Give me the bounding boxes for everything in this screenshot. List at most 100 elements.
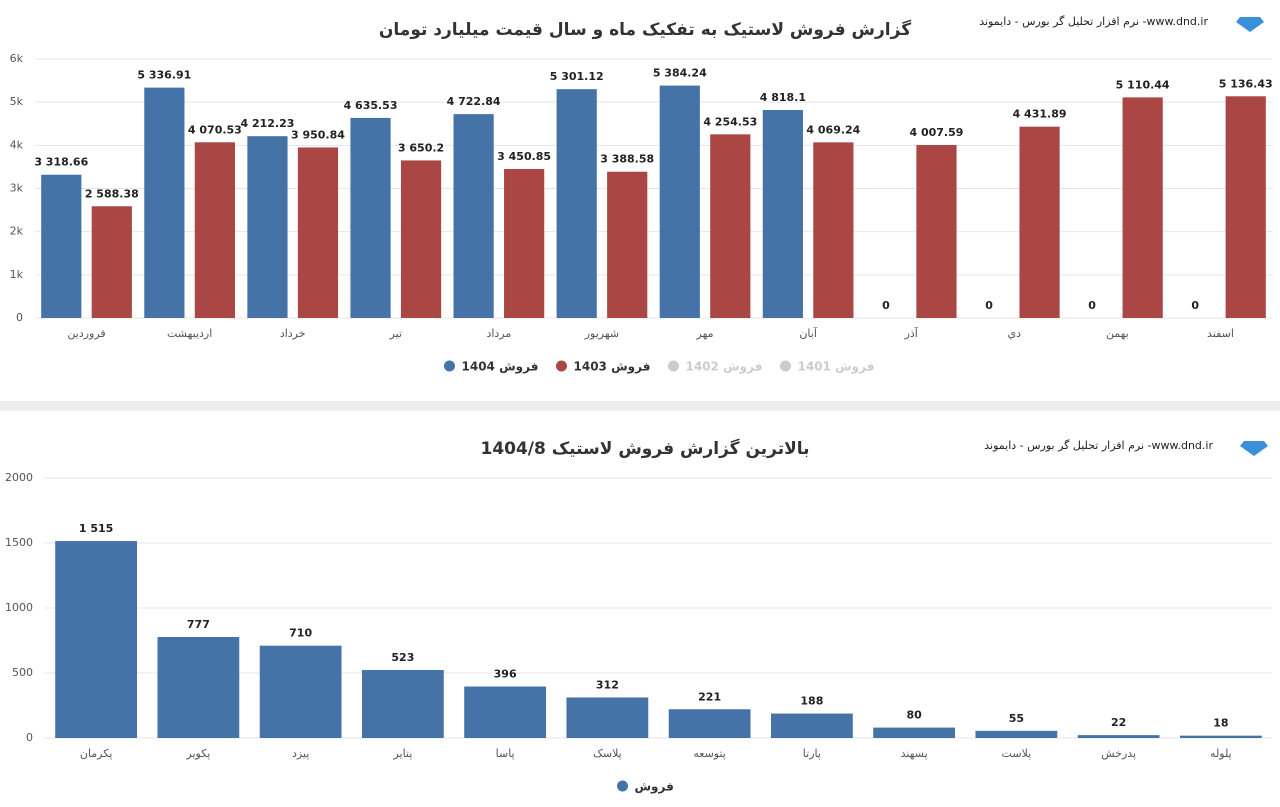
bar bbox=[247, 136, 288, 318]
value-label: 188 bbox=[800, 695, 823, 708]
value-label: 55 bbox=[1009, 712, 1024, 725]
bar bbox=[668, 709, 751, 738]
value-label: 710 bbox=[289, 627, 312, 640]
bar bbox=[400, 160, 442, 318]
x-tick-label: فروردین bbox=[67, 327, 105, 340]
value-label: 777 bbox=[187, 618, 210, 631]
y-tick-label: 4k bbox=[10, 138, 24, 151]
value-label: 0 bbox=[985, 299, 993, 312]
value-label: 3 950.84 bbox=[291, 128, 345, 141]
y-tick-label: 2k bbox=[10, 225, 24, 238]
value-label: 4 722.84 bbox=[447, 95, 501, 108]
bar bbox=[1179, 735, 1262, 738]
x-tick-label: پلاسک bbox=[593, 747, 622, 760]
bar bbox=[453, 114, 494, 318]
value-label: 3 318.66 bbox=[34, 156, 88, 169]
y-tick-label: 500 bbox=[12, 666, 33, 679]
legend-label[interactable]: فروش 1403 bbox=[574, 360, 651, 375]
separator bbox=[0, 401, 1280, 411]
logo bbox=[1236, 17, 1268, 456]
bar bbox=[464, 686, 547, 738]
x-tick-label: پلاست bbox=[1002, 747, 1032, 760]
bar bbox=[157, 636, 240, 738]
value-label: 5 336.91 bbox=[137, 69, 191, 82]
y-tick-label: 5k bbox=[10, 95, 24, 108]
value-label: 3 650.2 bbox=[398, 141, 444, 154]
bar bbox=[607, 171, 648, 318]
bar bbox=[1225, 96, 1266, 318]
x-tick-label: مهر bbox=[696, 327, 714, 340]
value-label: 4 212.23 bbox=[240, 117, 294, 130]
x-tick-label: پیزد bbox=[292, 747, 309, 760]
x-tick-label: اردیبهشت bbox=[167, 327, 212, 340]
chart-title: گزارش فروش لاستیک به تفکیک ماه و سال قیم… bbox=[379, 19, 911, 40]
value-label: 18 bbox=[1213, 717, 1228, 730]
value-label: 5 301.12 bbox=[550, 70, 604, 83]
legend-label[interactable]: فروش 1404 bbox=[462, 360, 539, 375]
x-tick-label: پتوسعه bbox=[693, 747, 725, 760]
legend-marker bbox=[668, 360, 679, 372]
x-tick-label: پدرخش bbox=[1101, 747, 1136, 760]
x-tick-label: شهریور bbox=[584, 327, 619, 340]
x-tick-label: تیر bbox=[389, 327, 402, 340]
value-label: 312 bbox=[596, 678, 619, 691]
bar bbox=[194, 142, 235, 318]
legend-marker bbox=[444, 360, 455, 372]
value-label: 0 bbox=[1191, 299, 1199, 312]
bar bbox=[297, 147, 339, 318]
value-label: 5 110.44 bbox=[1116, 78, 1170, 91]
y-tick-label: 0 bbox=[26, 731, 33, 744]
value-label: 523 bbox=[391, 651, 414, 664]
x-tick-label: آذر bbox=[904, 326, 919, 340]
y-tick-label: 1k bbox=[10, 268, 24, 281]
value-label: 0 bbox=[882, 299, 890, 312]
bar bbox=[1019, 126, 1060, 318]
legend-label[interactable]: فروش 1401 bbox=[798, 360, 875, 375]
bar bbox=[770, 713, 853, 738]
value-label: 2 588.38 bbox=[85, 187, 139, 200]
legend-marker bbox=[617, 780, 628, 792]
bar bbox=[566, 697, 649, 738]
x-tick-label: پارتا bbox=[803, 747, 821, 760]
value-label: 4 254.53 bbox=[703, 115, 757, 128]
x-tick-label: دي bbox=[1008, 327, 1022, 340]
bar bbox=[556, 89, 597, 318]
value-label: 22 bbox=[1111, 716, 1126, 729]
value-label: 396 bbox=[494, 668, 517, 681]
bar bbox=[361, 670, 444, 738]
bar bbox=[41, 174, 82, 318]
x-tick-label: بهمن bbox=[1106, 327, 1129, 340]
y-tick-label: 1500 bbox=[5, 536, 33, 549]
x-tick-label: پتایر bbox=[392, 747, 412, 760]
legend-label[interactable]: فروش bbox=[635, 780, 674, 795]
value-label: 4 007.59 bbox=[909, 126, 963, 139]
legend-marker bbox=[780, 360, 791, 372]
y-tick-label: 0 bbox=[16, 311, 23, 324]
legend-marker bbox=[556, 360, 567, 372]
value-label: 4 070.53 bbox=[188, 123, 242, 136]
brand: نرم افزار تحلیل گر بورس - دایموند -www.d… bbox=[984, 439, 1213, 452]
value-label: 3 388.58 bbox=[600, 153, 654, 166]
bar bbox=[975, 730, 1058, 738]
brand: نرم افزار تحلیل گر بورس - دایموند -www.d… bbox=[979, 15, 1208, 28]
y-tick-label: 3k bbox=[10, 182, 24, 195]
bar bbox=[55, 541, 138, 738]
x-tick-label: پکرمان bbox=[80, 747, 113, 760]
bar bbox=[259, 645, 342, 738]
value-label: 4 818.1 bbox=[760, 91, 806, 104]
x-tick-label: خرداد bbox=[280, 327, 306, 340]
bar bbox=[91, 206, 132, 318]
value-label: 1 515 bbox=[79, 522, 113, 535]
value-label: 5 384.24 bbox=[653, 67, 707, 80]
y-tick-label: 1000 bbox=[5, 601, 33, 614]
x-tick-label: مرداد bbox=[486, 327, 511, 340]
x-tick-label: پاسا bbox=[496, 747, 515, 760]
value-label: 3 450.85 bbox=[497, 150, 551, 163]
value-label: 0 bbox=[1088, 299, 1096, 312]
bar bbox=[762, 110, 803, 319]
bar bbox=[1077, 735, 1160, 738]
legend-label[interactable]: فروش 1402 bbox=[686, 360, 763, 375]
y-tick-label: 2000 bbox=[5, 471, 33, 484]
